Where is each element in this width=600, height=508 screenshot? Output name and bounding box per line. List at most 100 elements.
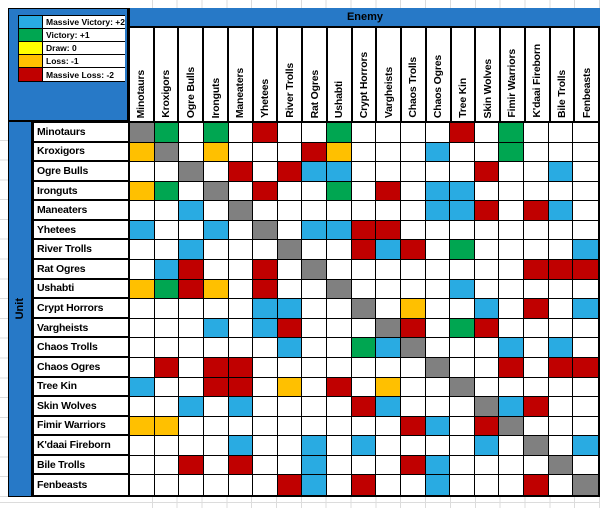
matrix-cell[interactable] [302,201,328,221]
matrix-cell[interactable] [376,475,401,495]
matrix-cell[interactable] [400,162,426,182]
matrix-cell[interactable] [302,318,328,339]
matrix-cell[interactable] [548,475,574,495]
matrix-cell[interactable] [277,436,303,456]
matrix-cell[interactable] [130,436,155,456]
matrix-cell[interactable] [277,299,303,319]
matrix-cell[interactable] [253,338,278,358]
matrix-cell[interactable] [573,279,598,300]
matrix-cell[interactable] [154,397,180,417]
matrix-cell[interactable] [400,377,426,398]
matrix-cell[interactable] [376,357,401,378]
row-header-crypt-horrors[interactable]: Crypt Horrors [34,299,128,319]
matrix-cell[interactable] [327,299,352,319]
matrix-cell[interactable] [203,201,229,221]
matrix-cell[interactable] [400,436,426,456]
matrix-cell[interactable] [228,357,254,378]
matrix-cell[interactable] [524,220,549,241]
matrix-cell[interactable] [130,475,155,495]
matrix-cell[interactable] [179,436,204,456]
matrix-cell[interactable] [376,260,401,280]
matrix-cell[interactable] [573,181,598,202]
matrix-cell[interactable] [474,220,500,241]
matrix-cell[interactable] [277,220,303,241]
matrix-cell[interactable] [400,338,426,358]
row-header-river-trolls[interactable]: River Trolls [34,240,128,261]
matrix-cell[interactable] [154,279,180,300]
matrix-cell[interactable] [524,240,549,261]
matrix-cell[interactable] [351,416,377,437]
col-header-fimir-warriors[interactable]: Fimir Warriors [501,28,526,121]
matrix-cell[interactable] [573,201,598,221]
matrix-cell[interactable] [203,299,229,319]
matrix-cell[interactable] [327,123,352,143]
matrix-cell[interactable] [400,475,426,495]
matrix-cell[interactable] [376,279,401,300]
matrix-cell[interactable] [154,357,180,378]
matrix-cell[interactable] [302,416,328,437]
matrix-cell[interactable] [154,436,180,456]
matrix-cell[interactable] [351,299,377,319]
matrix-cell[interactable] [524,377,549,398]
matrix-cell[interactable] [400,455,426,476]
matrix-cell[interactable] [450,299,475,319]
matrix-cell[interactable] [425,455,451,476]
matrix-cell[interactable] [277,260,303,280]
matrix-cell[interactable] [450,455,475,476]
matrix-cell[interactable] [277,455,303,476]
matrix-cell[interactable] [130,397,155,417]
row-header-bile-trolls[interactable]: Bile Trolls [34,455,128,476]
matrix-cell[interactable] [400,240,426,261]
matrix-cell[interactable] [351,455,377,476]
matrix-cell[interactable] [228,318,254,339]
col-header-minotaurs[interactable]: Minotaurs [130,28,155,121]
matrix-cell[interactable] [573,416,598,437]
matrix-cell[interactable] [179,455,204,476]
matrix-cell[interactable] [179,318,204,339]
matrix-cell[interactable] [376,299,401,319]
matrix-cell[interactable] [376,220,401,241]
matrix-cell[interactable] [203,142,229,163]
matrix-cell[interactable] [327,416,352,437]
matrix-cell[interactable] [400,279,426,300]
matrix-cell[interactable] [450,397,475,417]
matrix-cell[interactable] [425,357,451,378]
row-header-chaos-trolls[interactable]: Chaos Trolls [34,338,128,358]
matrix-cell[interactable] [351,436,377,456]
matrix-cell[interactable] [327,220,352,241]
matrix-cell[interactable] [400,299,426,319]
matrix-cell[interactable] [327,181,352,202]
matrix-cell[interactable] [425,123,451,143]
matrix-cell[interactable] [499,338,525,358]
matrix-cell[interactable] [450,260,475,280]
matrix-cell[interactable] [548,220,574,241]
matrix-cell[interactable] [499,279,525,300]
matrix-cell[interactable] [400,260,426,280]
matrix-cell[interactable] [327,318,352,339]
matrix-cell[interactable] [351,181,377,202]
matrix-cell[interactable] [253,318,278,339]
matrix-cell[interactable] [302,220,328,241]
matrix-cell[interactable] [327,377,352,398]
matrix-cell[interactable] [302,436,328,456]
matrix-cell[interactable] [573,240,598,261]
matrix-cell[interactable] [351,338,377,358]
matrix-cell[interactable] [302,475,328,495]
col-header-rat-ogres[interactable]: Rat Ogres [303,28,328,121]
matrix-cell[interactable] [524,338,549,358]
matrix-cell[interactable] [499,475,525,495]
matrix-cell[interactable] [228,377,254,398]
matrix-cell[interactable] [499,181,525,202]
matrix-cell[interactable] [450,377,475,398]
matrix-cell[interactable] [450,240,475,261]
matrix-cell[interactable] [179,142,204,163]
matrix-cell[interactable] [203,436,229,456]
matrix-cell[interactable] [203,318,229,339]
matrix-cell[interactable] [474,279,500,300]
matrix-cell[interactable] [277,318,303,339]
matrix-cell[interactable] [253,260,278,280]
matrix-cell[interactable] [327,142,352,163]
matrix-cell[interactable] [154,142,180,163]
matrix-cell[interactable] [130,338,155,358]
row-header-ogre-bulls[interactable]: Ogre Bulls [34,162,128,182]
